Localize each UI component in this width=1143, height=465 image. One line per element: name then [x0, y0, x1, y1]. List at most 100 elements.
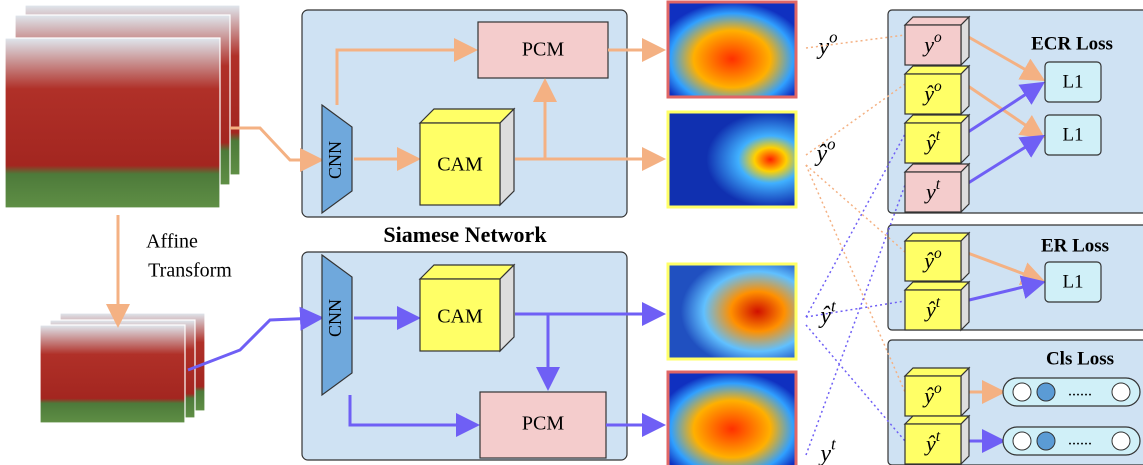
l1-box: [1044, 261, 1102, 303]
math-sup: t: [936, 176, 941, 193]
dotted-link: [805, 300, 906, 318]
cam-block-top: [418, 108, 516, 124]
dotted-link: [805, 164, 906, 393]
loss-input-side: [960, 231, 970, 283]
cnn-block: [321, 103, 353, 215]
transform-text: Affine: [146, 231, 198, 253]
math-base: ŷ: [924, 431, 936, 456]
arrow: [187, 306, 324, 372]
cnn-label: CNN: [325, 299, 345, 337]
loss-input-top: [903, 415, 971, 425]
cnn-label: CNN: [325, 141, 345, 179]
math-base: ŷ: [924, 130, 936, 155]
l1-label: L1: [1062, 271, 1083, 292]
loss-input: [904, 24, 962, 66]
math-sup: t: [936, 294, 941, 311]
math-sup: o: [827, 134, 835, 153]
loss-input-top: [903, 65, 971, 75]
loss-input-top: [903, 232, 971, 242]
heatmap: [666, 110, 798, 209]
loss-input-side: [960, 64, 970, 116]
dots: ......: [1068, 432, 1092, 449]
l1-box: [1044, 114, 1102, 156]
l1-label: L1: [1062, 124, 1083, 145]
cam-label: CAM: [437, 306, 483, 328]
cam-label: CAM: [437, 154, 483, 176]
dots: ......: [1068, 383, 1092, 400]
loss-input-side: [960, 366, 970, 418]
siamese-title: Siamese Network: [383, 222, 547, 247]
heatmap: [666, 370, 798, 465]
loss-input-label: yo: [922, 29, 942, 57]
math-base: y: [816, 34, 829, 60]
class-dot: [1111, 382, 1131, 402]
class-vector: [1002, 426, 1141, 456]
loss-input-top: [903, 16, 971, 26]
photo: [4, 37, 221, 209]
math-sup: o: [829, 27, 837, 46]
cam-block-side: [499, 263, 515, 353]
loss-input-top: [903, 163, 971, 173]
cnn-block: [321, 253, 353, 397]
loss-input: [904, 240, 962, 282]
output-label: yt: [818, 434, 836, 465]
heatmap: [666, 262, 798, 361]
math-sup: t: [831, 296, 836, 315]
arrow: [964, 33, 1046, 81]
loss-input: [904, 171, 962, 213]
arrow: [964, 250, 1046, 285]
loss-input-label: ŷo: [922, 380, 942, 408]
math-sup: t: [936, 127, 941, 144]
math-base: ŷ: [814, 141, 827, 167]
math-base: y: [924, 179, 936, 204]
loss-input-side: [960, 15, 970, 67]
class-dot: [1036, 382, 1056, 402]
math-base: ŷ: [818, 303, 831, 329]
loss-input-top: [903, 367, 971, 377]
arrow: [230, 126, 324, 172]
loss-title: ER Loss: [1041, 235, 1109, 256]
loss-input-side: [960, 162, 970, 214]
class-dot: [1036, 431, 1056, 451]
math-base: ŷ: [922, 383, 934, 408]
class-dot: [1012, 431, 1032, 451]
loss-input-label: yt: [924, 176, 941, 204]
math-sup: o: [934, 380, 942, 397]
loss-input-label: ŷt: [924, 428, 941, 456]
loss-input: [904, 423, 962, 465]
loss-input: [904, 289, 962, 331]
pcm-label: PCM: [522, 413, 564, 435]
loss-input-top: [903, 114, 971, 124]
output-label: yo: [816, 27, 837, 59]
cam-block-side: [499, 107, 515, 207]
arrow: [335, 38, 478, 105]
loss-input: [904, 122, 962, 164]
output-label: ŷo: [814, 134, 835, 166]
loss-input-side: [960, 414, 970, 465]
photo-small: [39, 324, 186, 424]
loss-title: ECR Loss: [1031, 33, 1113, 54]
l1-label: L1: [1062, 71, 1083, 92]
class-vector: [1002, 377, 1141, 407]
cam-block: [419, 278, 501, 352]
loss-input: [904, 73, 962, 115]
transform-text: Transform: [148, 260, 232, 282]
math-sup: t: [831, 434, 836, 453]
cam-block-top: [418, 264, 516, 280]
pcm-label: PCM: [522, 39, 564, 61]
math-base: y: [922, 32, 934, 57]
dotted-link: [805, 83, 906, 156]
dotted-link: [805, 324, 906, 442]
math-sup: t: [936, 428, 941, 445]
loss-input-top: [903, 281, 971, 291]
math-sup: o: [934, 245, 942, 262]
output-label: ŷt: [818, 296, 836, 328]
loss-input-side: [960, 280, 970, 332]
loss-input-label: ŷt: [924, 294, 941, 322]
math-base: ŷ: [922, 248, 934, 273]
loss-input-label: ŷt: [924, 127, 941, 155]
math-sup: o: [934, 29, 942, 46]
class-dot: [1012, 382, 1032, 402]
arrow: [964, 81, 1046, 136]
